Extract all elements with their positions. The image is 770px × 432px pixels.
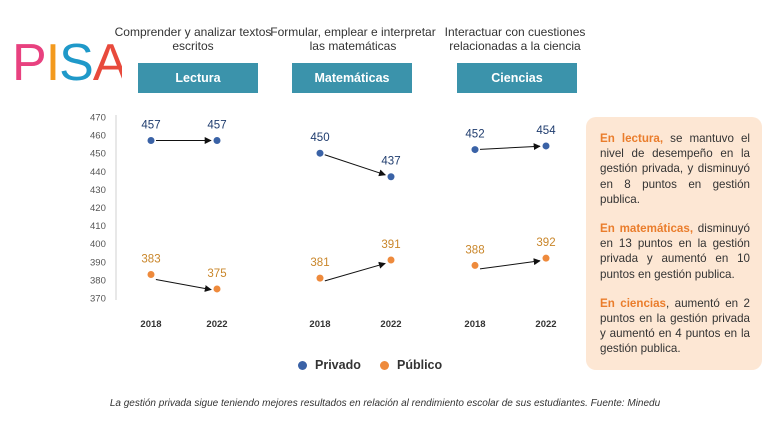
legend-privado-label: Privado bbox=[315, 358, 361, 372]
summary-lectura: En lectura, se mantuvo el nivel de desem… bbox=[600, 131, 750, 207]
summary-panel: En lectura, se mantuvo el nivel de desem… bbox=[586, 117, 762, 370]
privado-value-label: 454 bbox=[536, 125, 556, 137]
x-tick-label: 2018 bbox=[309, 319, 330, 330]
y-tick-label: 390 bbox=[90, 257, 106, 268]
caption: La gestión privada sigue teniendo mejore… bbox=[109, 398, 661, 409]
x-tick-label: 2022 bbox=[380, 319, 401, 330]
y-tick-label: 380 bbox=[90, 275, 106, 286]
publico-point bbox=[471, 261, 479, 269]
logo-letter-a: A bbox=[93, 34, 122, 86]
y-tick-label: 440 bbox=[90, 167, 106, 178]
y-tick-label: 460 bbox=[90, 131, 106, 142]
privado-value-label: 437 bbox=[381, 156, 400, 168]
publico-point bbox=[542, 254, 550, 262]
publico-point bbox=[387, 256, 395, 264]
summary-matematicas-highlight: En matemáticas, bbox=[600, 222, 694, 236]
privado-value-label: 450 bbox=[310, 132, 329, 144]
legend-publico-label: Público bbox=[397, 358, 443, 372]
logo-letter-i: I bbox=[46, 34, 59, 86]
publico-point bbox=[213, 285, 221, 293]
x-tick-label: 2018 bbox=[140, 319, 161, 330]
publico-value-label: 375 bbox=[207, 268, 226, 280]
publico-value-label: 392 bbox=[536, 237, 555, 249]
publico-value-label: 383 bbox=[141, 253, 160, 265]
y-tick-label: 450 bbox=[90, 149, 106, 160]
publico-point bbox=[147, 270, 155, 278]
privado-point bbox=[147, 137, 155, 145]
privado-value-label: 452 bbox=[465, 129, 484, 141]
x-tick-label: 2022 bbox=[206, 319, 227, 330]
summary-matematicas: En matemáticas, disminuyó en 13 puntos e… bbox=[600, 221, 750, 282]
privado-point bbox=[316, 149, 324, 157]
y-tick-label: 430 bbox=[90, 185, 106, 196]
privado-trend-arrow bbox=[324, 154, 386, 177]
y-tick-label: 470 bbox=[90, 113, 106, 124]
summary-lectura-highlight: En lectura, bbox=[600, 132, 664, 145]
ciencias-header: Ciencias bbox=[457, 63, 577, 93]
summary-ciencias-highlight: En ciencias bbox=[600, 296, 667, 310]
publico-value-label: 391 bbox=[381, 239, 400, 251]
privado-point bbox=[542, 142, 550, 150]
publico-value-label: 381 bbox=[310, 257, 329, 269]
privado-point bbox=[471, 146, 479, 154]
publico-trend-arrow bbox=[324, 261, 386, 282]
x-tick-label: 2022 bbox=[535, 319, 556, 330]
matematicas-description: Formular, emplear e interpretar las mate… bbox=[270, 25, 436, 53]
svg-text:PISA: PISA bbox=[12, 34, 122, 86]
legend-publico: Público bbox=[380, 358, 442, 372]
summary-ciencias: En ciencias, aumentó en 2 puntos en la g… bbox=[600, 296, 750, 357]
summary-matematicas-text: disminuyó en 13 puntos en la gestión pri… bbox=[600, 222, 750, 281]
logo-letter-p: P bbox=[12, 34, 46, 86]
privado-value-label: 457 bbox=[207, 120, 226, 132]
x-tick-label: 2018 bbox=[464, 319, 485, 330]
y-tick-label: 370 bbox=[90, 294, 106, 305]
y-tick-label: 400 bbox=[90, 239, 106, 250]
pisa-logo: PISA bbox=[12, 34, 122, 86]
ciencias-description: Interactuar con cuestiones relacionadas … bbox=[444, 25, 586, 53]
summary-lectura-text: se mantuvo el nivel de desempeño en la g… bbox=[600, 132, 750, 206]
publico-value-label: 388 bbox=[465, 244, 484, 256]
publico-trend-arrow bbox=[479, 258, 541, 270]
lectura-header: Lectura bbox=[138, 63, 258, 93]
lectura-description: Comprender y analizar textos escritos bbox=[114, 25, 272, 53]
publico-point bbox=[316, 274, 324, 282]
privado-value-label: 457 bbox=[141, 120, 160, 132]
legend-privado: Privado bbox=[298, 358, 361, 372]
privado-point bbox=[387, 173, 395, 181]
legend-publico-marker bbox=[380, 360, 389, 370]
y-tick-label: 410 bbox=[90, 221, 106, 232]
matematicas-header: Matemáticas bbox=[292, 63, 412, 93]
publico-trend-arrow bbox=[155, 279, 212, 292]
legend-privado-marker bbox=[298, 360, 307, 370]
y-tick-label: 420 bbox=[90, 203, 106, 214]
logo-letter-s: S bbox=[59, 34, 93, 86]
summary-ciencias-text: , aumentó en 2 puntos en la gestión priv… bbox=[600, 296, 750, 356]
privado-trend-arrow bbox=[479, 143, 541, 151]
privado-point bbox=[213, 137, 221, 145]
